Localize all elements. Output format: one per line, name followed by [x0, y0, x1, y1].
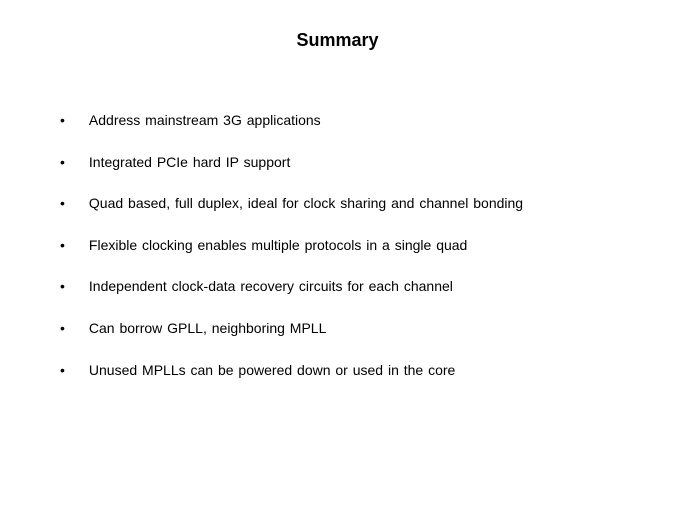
- bullet-text: Can borrow GPLL, neighboring MPLL: [89, 319, 326, 339]
- bullet-text: Unused MPLLs can be powered down or used…: [89, 361, 455, 381]
- bullet-icon: •: [60, 361, 65, 381]
- bullet-text: Integrated PCIe hard IP support: [89, 153, 290, 173]
- list-item: • Unused MPLLs can be powered down or us…: [60, 361, 625, 381]
- bullet-icon: •: [60, 111, 65, 131]
- bullet-icon: •: [60, 319, 65, 339]
- summary-list: • Address mainstream 3G applications • I…: [50, 111, 625, 380]
- bullet-icon: •: [60, 194, 65, 214]
- list-item: • Integrated PCIe hard IP support: [60, 153, 625, 173]
- bullet-text: Address mainstream 3G applications: [89, 111, 321, 131]
- page-title: Summary: [50, 30, 625, 51]
- bullet-text: Quad based, full duplex, ideal for clock…: [89, 194, 523, 214]
- list-item: • Can borrow GPLL, neighboring MPLL: [60, 319, 625, 339]
- list-item: • Quad based, full duplex, ideal for clo…: [60, 194, 625, 214]
- list-item: • Independent clock-data recovery circui…: [60, 277, 625, 297]
- bullet-icon: •: [60, 277, 65, 297]
- bullet-text: Independent clock-data recovery circuits…: [89, 277, 453, 297]
- bullet-icon: •: [60, 153, 65, 173]
- list-item: • Address mainstream 3G applications: [60, 111, 625, 131]
- list-item: • Flexible clocking enables multiple pro…: [60, 236, 625, 256]
- bullet-text: Flexible clocking enables multiple proto…: [89, 236, 467, 256]
- bullet-icon: •: [60, 236, 65, 256]
